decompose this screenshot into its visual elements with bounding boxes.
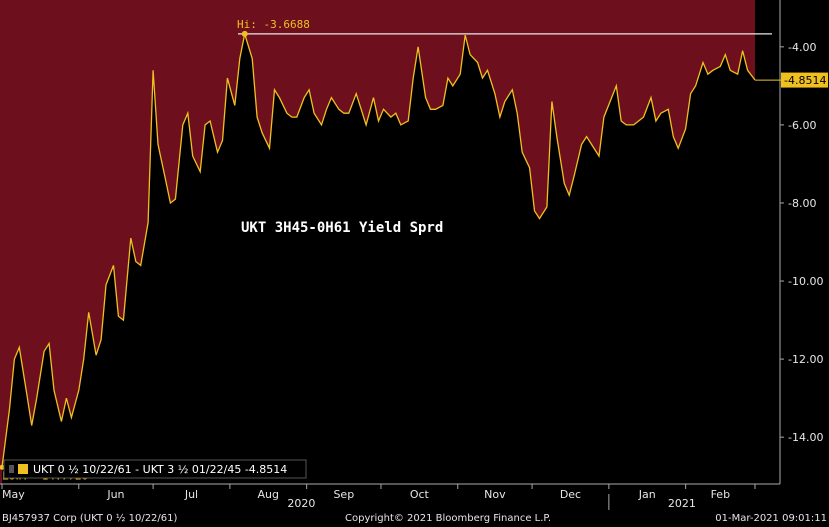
security-id: BJ457937 Corp (UKT 0 ½ 10/22/61) — [2, 513, 178, 524]
legend-entry: UKT 0 ½ 10/22/61 - UKT 3 ½ 01/22/45 -4.8… — [33, 463, 287, 476]
x-tick-label: Jan — [638, 488, 656, 501]
y-tick-label: -12.00 — [788, 353, 823, 366]
series-line — [1, 33, 756, 468]
legend-box — [3, 459, 307, 479]
area-below-series — [2, 34, 755, 484]
no-data-region — [755, 0, 780, 484]
last-value-tag: -4.8514 — [755, 72, 828, 88]
x-tick-label: Oct — [410, 488, 430, 501]
y-axis-ticks: -4.00 -6.00 -8.00 -10.00 -12.00 -14.00 — [780, 41, 823, 444]
y-tick-label: -6.00 — [788, 119, 816, 132]
y-tick-label: -8.00 — [788, 197, 816, 210]
x-tick-label: Dec — [560, 488, 581, 501]
x-tick-label: Aug — [258, 488, 279, 501]
chart-title: UKT 3H45-0H61 Yield Sprd — [241, 220, 443, 236]
legend-swatch — [18, 464, 28, 474]
low-marker — [0, 464, 5, 470]
x-tick-label: Nov — [484, 488, 506, 501]
year-label: 2020 — [287, 497, 315, 510]
legend: UKT 0 ½ 10/22/61 - UKT 3 ½ 01/22/45 -4.8… — [3, 459, 307, 479]
x-tick-label: May — [2, 488, 25, 501]
x-tick-label: Jun — [106, 488, 124, 501]
y-tick-label: -4.00 — [788, 41, 816, 54]
last-value-box — [781, 72, 828, 88]
timestamp: 01-Mar-2021 09:01:11 — [715, 513, 827, 524]
x-tick-label: Sep — [333, 488, 354, 501]
legend-grip-icon — [9, 465, 14, 473]
high-marker — [241, 30, 248, 37]
x-axis-ticks: May Jun Jul Aug Sep Oct Nov Dec Jan Feb 2020 2021 — [1, 484, 756, 510]
last-value-label: -4.8514 — [784, 74, 826, 87]
copyright: Copyright© 2021 Bloomberg Finance L.P. — [345, 513, 552, 524]
y-tick-label: -10.00 — [788, 275, 823, 288]
x-tick-label: Jul — [184, 488, 198, 501]
year-label: 2021 — [668, 497, 696, 510]
footer: BJ457937 Corp (UKT 0 ½ 10/22/61) Copyrig… — [0, 510, 829, 527]
y-tick-label: -14.00 — [788, 431, 823, 444]
x-tick-label: Feb — [711, 488, 730, 501]
high-label: Hi: -3.6688 — [237, 18, 310, 31]
